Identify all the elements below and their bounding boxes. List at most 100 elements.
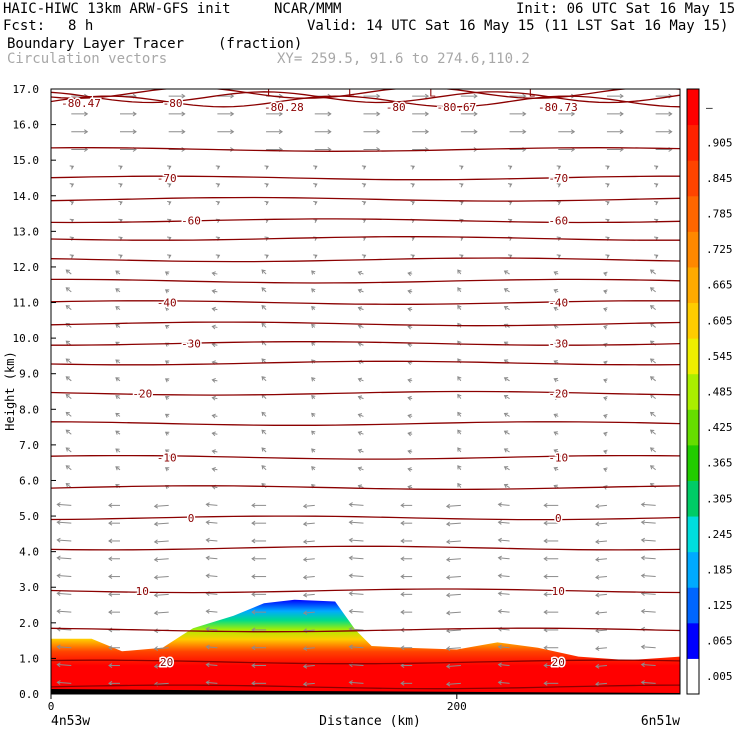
- vector-head: [348, 537, 353, 543]
- vector-head: [65, 305, 70, 310]
- valid-time: Valid: 14 UTC Sat 16 May 15 (11 LST Sat …: [307, 18, 729, 34]
- init-time: Init: 06 UTC Sat 16 May 15: [516, 1, 736, 17]
- vector-head: [556, 200, 562, 206]
- y-tick-label: 17.0: [13, 83, 40, 96]
- vector-head: [445, 663, 451, 669]
- vector-head: [251, 574, 256, 579]
- wind-vector: [595, 558, 608, 561]
- y-axis-label: Height (km): [3, 351, 17, 430]
- vectors-label: Circulation vectors: [7, 51, 168, 67]
- vector-head: [553, 288, 558, 294]
- vector-head: [261, 465, 266, 470]
- vector-head: [302, 592, 308, 598]
- wind-vector: [595, 665, 608, 668]
- vector-head: [153, 628, 159, 634]
- wind-vector: [303, 593, 315, 596]
- vector-head: [153, 574, 159, 580]
- vector-head: [507, 183, 513, 188]
- vector-head: [445, 539, 451, 545]
- wind-vector: [303, 558, 315, 561]
- y-tick-label: 3.0: [19, 581, 39, 594]
- vector-head: [556, 165, 562, 170]
- vector-head: [108, 556, 113, 562]
- colorbar-label: .905: [706, 136, 733, 149]
- wind-vector: [498, 664, 510, 667]
- colorbar-swatch: [687, 587, 699, 624]
- vector-head: [640, 537, 646, 543]
- wind-vector: [349, 503, 364, 506]
- org-label: NCAR/MMM: [274, 1, 342, 17]
- wind-vector: [206, 681, 218, 684]
- vector-head: [543, 574, 548, 579]
- wind-vector: [65, 358, 72, 364]
- colorbar-label: .005: [706, 670, 733, 683]
- wind-vector: [206, 521, 218, 524]
- contour-value-label: -80.28: [264, 101, 304, 114]
- vector-head: [649, 269, 655, 274]
- colorbar-label: .305: [706, 492, 733, 505]
- vector-head: [503, 359, 509, 364]
- colorbar-swatch: [687, 622, 699, 659]
- vector-head: [497, 555, 502, 561]
- wind-vector: [154, 540, 169, 543]
- fcst-value: 8 h: [68, 18, 94, 34]
- vector-head: [261, 269, 266, 274]
- temperature-contour: [51, 175, 680, 181]
- vector-head: [56, 502, 61, 507]
- vector-head: [84, 129, 89, 135]
- vector-head: [543, 591, 548, 597]
- vector-head: [553, 306, 558, 312]
- wind-vector: [261, 287, 267, 293]
- vector-head: [457, 287, 462, 292]
- wind-vector: [261, 412, 267, 417]
- vector-head: [400, 680, 405, 686]
- wind-vector: [650, 465, 656, 471]
- vector-head: [251, 609, 256, 615]
- vector-head: [400, 591, 405, 597]
- vector-head: [211, 324, 216, 330]
- y-tick-label: 15.0: [13, 154, 40, 167]
- wind-vector: [57, 503, 72, 506]
- colorbar-swatch: [687, 338, 699, 375]
- vector-head: [445, 681, 451, 687]
- vector-head: [445, 521, 451, 527]
- wind-vector: [65, 269, 72, 275]
- vector-head: [65, 394, 70, 399]
- wind-vector: [595, 576, 608, 579]
- vector-head: [357, 484, 363, 489]
- wind-vector: [57, 521, 72, 524]
- colorbar-swatch: [687, 195, 699, 232]
- temperature-contour: [51, 684, 680, 690]
- vector-head: [503, 394, 509, 400]
- temperature-contour: [51, 588, 680, 594]
- vector-head: [445, 503, 451, 509]
- vector-head: [603, 342, 608, 348]
- vector-head: [108, 645, 113, 651]
- vector-head: [603, 307, 608, 312]
- wind-vector: [349, 575, 364, 578]
- wind-vector: [57, 610, 72, 613]
- vector-head: [215, 165, 221, 170]
- vector-head: [459, 254, 464, 259]
- vector-head: [108, 627, 113, 633]
- vector-head: [251, 591, 256, 597]
- vector-head: [302, 663, 308, 669]
- vector-head: [553, 360, 558, 365]
- vector-head: [65, 483, 70, 488]
- vector-head: [108, 591, 113, 597]
- vector-head: [164, 467, 170, 472]
- vector-head: [457, 376, 462, 381]
- wind-vector: [446, 647, 461, 650]
- vector-head: [153, 646, 159, 651]
- vector-head: [264, 236, 269, 241]
- contour-label: 0: [188, 512, 195, 525]
- vector-head: [65, 358, 70, 363]
- contour-label: -20: [548, 387, 568, 400]
- vector-head: [311, 306, 316, 311]
- plot-frame: [50, 88, 681, 695]
- wind-vector: [154, 576, 169, 579]
- colorbar-swatch: [687, 231, 699, 268]
- vector-head: [230, 93, 235, 99]
- wind-vector: [504, 466, 510, 471]
- vector-head: [205, 555, 210, 561]
